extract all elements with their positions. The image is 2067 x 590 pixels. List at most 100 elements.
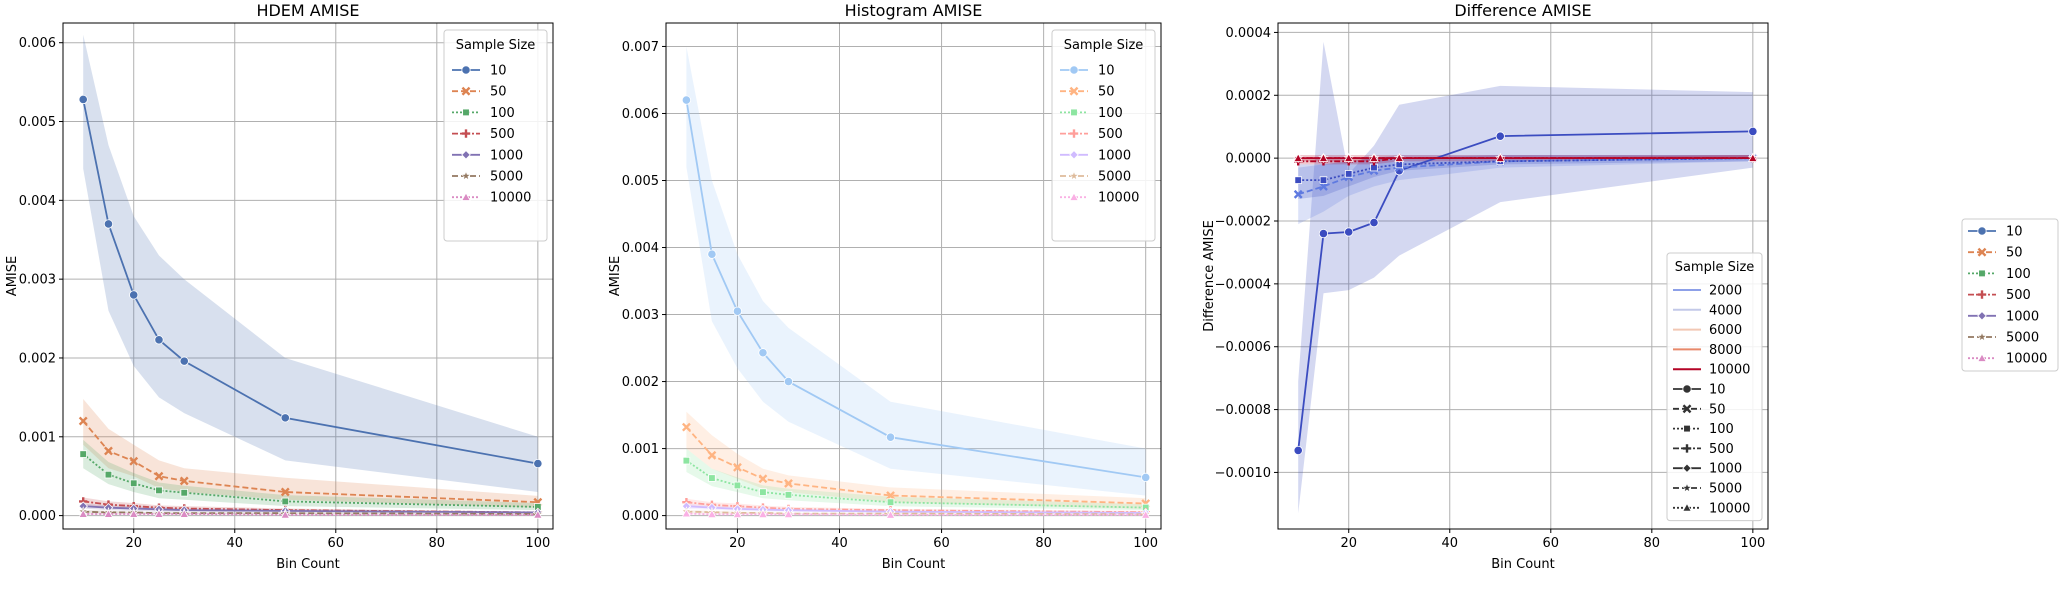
legend-label: 1000 (2006, 309, 2039, 324)
data-point (733, 462, 742, 472)
legend-label: 100 (1098, 106, 1123, 121)
legend-marker (461, 65, 471, 75)
y-tick-label: −0.0006 (1215, 340, 1271, 355)
data-point (885, 509, 896, 519)
legend-marker (1069, 65, 1079, 75)
data-point (180, 488, 188, 497)
data-point (732, 509, 743, 519)
data-point (1495, 153, 1506, 162)
legend-marker (1683, 424, 1691, 433)
legend-label: 500 (2006, 288, 2031, 303)
band-series-50 (1298, 155, 1753, 225)
y-tick-label: 0.006 (19, 36, 56, 51)
legend-label: 1000 (1709, 462, 1742, 477)
data-point (1344, 170, 1353, 178)
legend-label: 50 (490, 85, 507, 100)
data-point (179, 476, 189, 486)
series-10000 (1293, 153, 1758, 162)
data-point (1319, 182, 1328, 191)
data-point (784, 479, 793, 488)
x-tick-label: 100 (1133, 536, 1158, 551)
x-tick-label: 60 (328, 536, 345, 551)
data-point (179, 356, 189, 366)
legend-marker (1977, 311, 1987, 321)
legend-marker (1977, 353, 1987, 362)
x-axis-label: Bin Count (882, 557, 946, 572)
data-point (1344, 227, 1354, 237)
series-50 (681, 422, 1151, 508)
data-point (733, 481, 742, 490)
y-tick-label: −0.0002 (1215, 215, 1271, 230)
x-tick-label: 80 (1644, 536, 1661, 551)
legend-label: 100 (1709, 422, 1734, 437)
legend-label: 10000 (1709, 501, 1750, 516)
axes-frame (665, 22, 1162, 530)
chart-title: Difference AMISE (1454, 1, 1591, 20)
legend: Sample Size 10 50 100 500 1000 5000 10000 (443, 29, 548, 242)
data-point (1319, 176, 1328, 184)
legend-label: 1000 (490, 148, 523, 163)
data-point (707, 450, 717, 460)
y-tick-label: 0.0000 (1226, 152, 1272, 167)
data-point (681, 95, 692, 105)
legend-marker (1069, 129, 1079, 138)
chart-title: HDEM AMISE (256, 1, 359, 20)
legend-box (1961, 218, 2059, 372)
x-tick-label: 20 (1340, 536, 1357, 551)
legend-marker (461, 192, 471, 201)
legend-label: 10000 (490, 191, 531, 206)
y-tick-label: 0.002 (19, 351, 56, 366)
data-point (1294, 176, 1302, 184)
series-10 (78, 94, 543, 469)
chart-1: 20 40 60 80 1000.0000.0010.0020.0030.0040.00… (5, 1, 554, 572)
legend-marker (1977, 226, 1987, 236)
y-tick-label: 0.003 (19, 273, 56, 288)
legend-label: 10000 (1098, 191, 1139, 206)
y-tick-label: 0.000 (19, 509, 56, 524)
data-point (78, 94, 88, 105)
legend-label: 10 (1709, 383, 1726, 398)
legend-label: 10000 (1709, 363, 1750, 378)
data-point (154, 335, 164, 345)
legend-label: 10 (1098, 64, 1115, 79)
y-axis: 0.000 0.001 0.002 0.003 0.004 0.005 0.006 0.007 (622, 40, 666, 524)
legend-marker (1682, 463, 1692, 473)
data-point (281, 497, 290, 506)
data-point (682, 456, 691, 465)
data-point (886, 498, 895, 506)
data-point (708, 474, 716, 482)
x-tick-label: 40 (226, 536, 243, 551)
data-point (783, 376, 794, 387)
y-tick-label: 0.0002 (1226, 89, 1272, 104)
data-point (532, 509, 543, 519)
data-point (104, 470, 113, 479)
data-point (1293, 445, 1303, 456)
legend-marker (461, 86, 471, 96)
series-10000 (681, 508, 1151, 519)
legend-box (443, 29, 548, 242)
x-tick-label: 100 (525, 536, 550, 551)
data-point (783, 509, 794, 519)
data-point (1747, 153, 1758, 162)
legend-label: 500 (1098, 127, 1123, 142)
data-point (1140, 509, 1151, 519)
data-point (280, 487, 290, 497)
legend-marker (1070, 108, 1078, 117)
data-point (154, 509, 164, 518)
legend-marker (461, 150, 471, 160)
y-tick-label: 0.004 (622, 241, 659, 256)
y-tick-label: 0.001 (622, 442, 659, 457)
data-point (155, 486, 163, 495)
data-point (1369, 217, 1379, 228)
x-tick-label: 80 (429, 536, 446, 551)
legend-label: 10 (490, 64, 507, 79)
data-point (280, 413, 290, 423)
legend-label: 100 (490, 106, 515, 121)
y-tick-label: −0.0008 (1215, 403, 1271, 418)
y-tick-label: 0.003 (622, 308, 659, 323)
legend-marker (1978, 269, 1986, 278)
data-point (784, 491, 793, 499)
data-point (886, 491, 895, 500)
data-point (707, 249, 717, 259)
